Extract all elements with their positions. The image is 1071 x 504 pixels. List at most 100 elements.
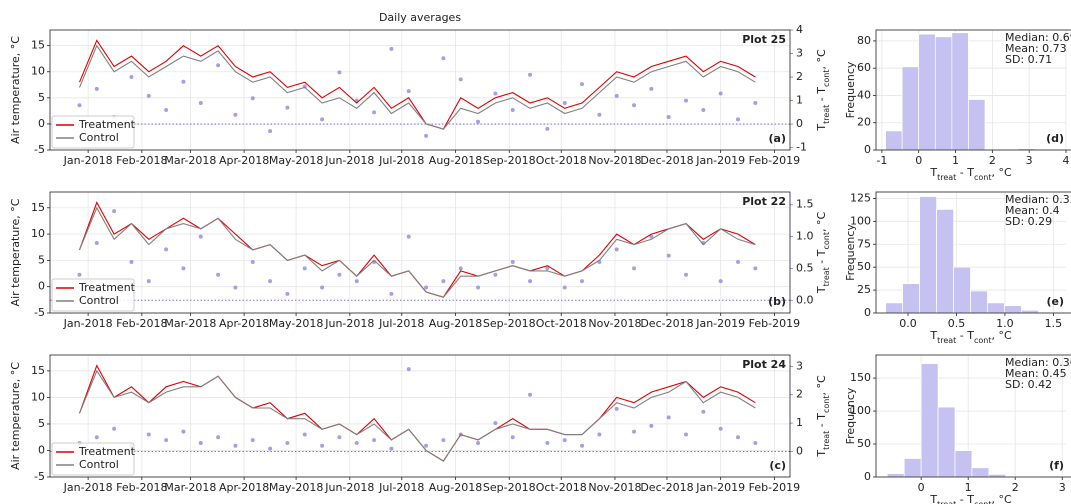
diff-point bbox=[649, 423, 654, 428]
diff-point bbox=[458, 266, 463, 271]
y-tick-label: 40 bbox=[857, 88, 871, 101]
diff-point bbox=[736, 435, 741, 440]
hist-bar bbox=[903, 458, 922, 478]
diff-point bbox=[216, 63, 221, 68]
label-part: , °C bbox=[991, 329, 1011, 342]
diff-point bbox=[77, 103, 82, 108]
diff-point bbox=[181, 79, 186, 84]
diff-point bbox=[684, 432, 689, 437]
y2-axis-label: Ttreat - Tcont, °C bbox=[815, 375, 831, 458]
x-tick-label: Feb-2018 bbox=[116, 154, 167, 167]
diff-point bbox=[476, 119, 481, 124]
y-tick-label: 125 bbox=[850, 191, 871, 204]
y-tick-label: 5 bbox=[38, 253, 45, 266]
series-line bbox=[78, 201, 756, 298]
diff-point bbox=[372, 438, 377, 443]
diff-point bbox=[545, 126, 550, 131]
x-tick-label: Apr-2018 bbox=[219, 317, 269, 330]
diff-point bbox=[666, 253, 671, 258]
y-tick-label: 10 bbox=[31, 390, 45, 403]
diff-point bbox=[94, 240, 99, 245]
x-tick-label: -1 bbox=[876, 154, 887, 167]
y-tick-label: 50 bbox=[857, 260, 871, 273]
x-tick-label: Jan-2018 bbox=[63, 481, 113, 494]
label-part: treat bbox=[937, 500, 956, 504]
legend-box bbox=[51, 115, 135, 149]
diff-point bbox=[216, 272, 221, 277]
diff-point bbox=[753, 440, 758, 445]
hist-bar bbox=[987, 302, 1005, 314]
axes-frame bbox=[49, 29, 791, 151]
x-tick-label: 4 bbox=[1063, 154, 1070, 167]
diff-point bbox=[441, 56, 446, 61]
label-part: - T bbox=[815, 413, 828, 431]
y-tick-label: 100 bbox=[850, 214, 871, 227]
x-tick-label: Dec-2018 bbox=[640, 154, 693, 167]
y-tick-label: 0 bbox=[38, 117, 45, 130]
diff-point bbox=[233, 443, 238, 448]
diff-point bbox=[250, 438, 255, 443]
series-line bbox=[78, 44, 756, 130]
hist-bar bbox=[919, 196, 937, 314]
plot-label: Plot 22 bbox=[742, 195, 786, 208]
hist-bar bbox=[971, 467, 990, 478]
hist-bar bbox=[936, 209, 954, 314]
y-tick-label: 0 bbox=[864, 470, 871, 483]
diff-point bbox=[493, 272, 498, 277]
x-tick-label: Jan-2018 bbox=[63, 317, 113, 330]
panel-label: (d) bbox=[1046, 132, 1064, 145]
diff-point bbox=[233, 285, 238, 290]
y-tick-label: 0 bbox=[38, 443, 45, 456]
panel-label: (e) bbox=[1046, 295, 1064, 308]
y-tick-label: -5 bbox=[34, 143, 45, 156]
diff-point bbox=[424, 285, 429, 290]
panel-label: (a) bbox=[769, 132, 786, 145]
hist-bar bbox=[951, 32, 969, 151]
x-tick-label: 0.0 bbox=[899, 317, 917, 330]
y-tick-label: 150 bbox=[850, 371, 871, 384]
diff-point bbox=[736, 260, 741, 265]
hist-bar bbox=[1004, 305, 1022, 314]
label-part: cont bbox=[822, 396, 831, 414]
y-axis-label: Frequency bbox=[844, 61, 857, 118]
diff-point bbox=[354, 440, 359, 445]
x-tick-label: Mar-2018 bbox=[164, 154, 216, 167]
hist-bar bbox=[937, 406, 956, 478]
diff-point bbox=[701, 108, 706, 112]
x-tick-label: Apr-2018 bbox=[219, 154, 269, 167]
legend-label: Treatment bbox=[78, 445, 136, 458]
diff-point bbox=[268, 129, 273, 134]
diff-point bbox=[406, 367, 411, 372]
diff-point bbox=[528, 72, 533, 77]
axes-frame bbox=[49, 354, 791, 478]
x-tick-label: Jun-2018 bbox=[324, 317, 374, 330]
x-tick-label: Nov-2018 bbox=[588, 317, 641, 330]
legend-label: Treatment bbox=[78, 118, 136, 131]
plot-label: Plot 25 bbox=[742, 33, 786, 46]
label-part: treat bbox=[937, 173, 956, 182]
diff-point bbox=[562, 285, 567, 290]
label-part: cont bbox=[974, 336, 992, 345]
x-tick-label: Jan-2019 bbox=[695, 317, 745, 330]
label-part: treat bbox=[822, 267, 831, 286]
x-tick-label: Feb-2019 bbox=[749, 481, 800, 494]
diff-point bbox=[476, 440, 481, 445]
x-tick-label: Mar-2018 bbox=[164, 481, 216, 494]
label-part: - T bbox=[956, 166, 974, 179]
diff-point bbox=[94, 435, 99, 440]
diff-point bbox=[320, 285, 325, 290]
x-tick-label: Feb-2019 bbox=[749, 317, 800, 330]
x-tick-label: Sep-2018 bbox=[483, 481, 536, 494]
label-part: - T bbox=[956, 493, 974, 504]
hist-bar bbox=[901, 66, 920, 151]
legend-box bbox=[51, 278, 135, 312]
diff-point bbox=[528, 392, 533, 397]
legend-label: Treatment bbox=[78, 281, 136, 294]
diff-point bbox=[614, 93, 619, 98]
annotation: Mean: 0.73 bbox=[1005, 42, 1067, 55]
diff-point bbox=[389, 291, 394, 296]
x-tick-label: Oct-2018 bbox=[536, 481, 587, 494]
annotation: Mean: 0.45 bbox=[1005, 367, 1067, 380]
